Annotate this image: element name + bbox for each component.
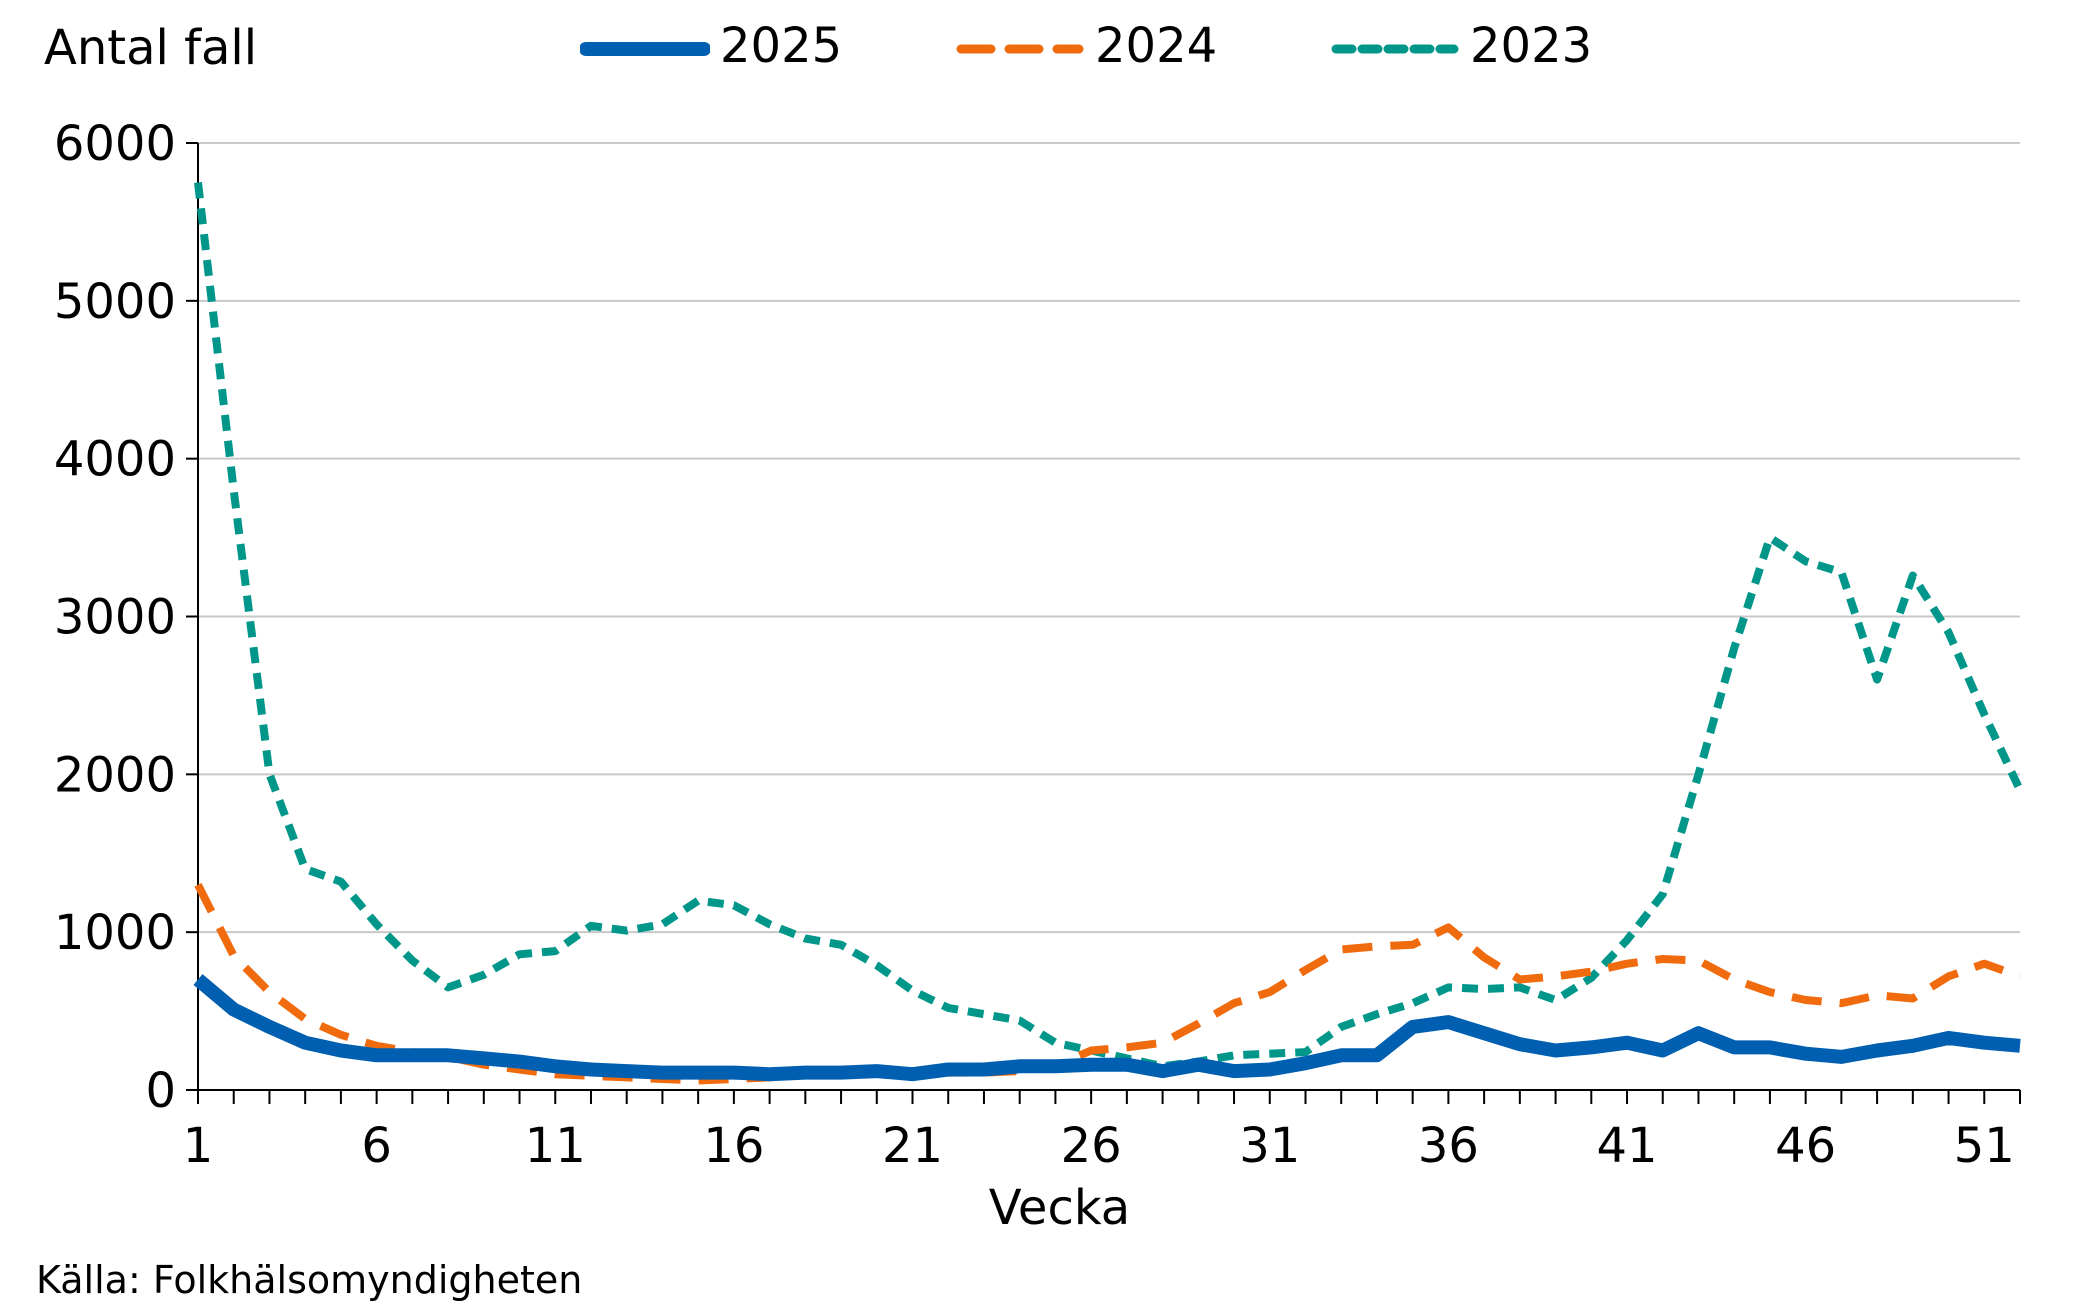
- legend-label-2023: 2023: [1470, 18, 1593, 74]
- legend-swatch-2025: [580, 42, 710, 56]
- y-tick-label-6000: 6000: [54, 116, 176, 172]
- y-tick-label-0: 0: [145, 1063, 176, 1119]
- series-line-2023: [194, 182, 2024, 1071]
- x-tick-label-1: 1: [183, 1118, 214, 1174]
- y-tick-label-1000: 1000: [54, 905, 176, 961]
- legend-label-2025: 2025: [720, 18, 843, 74]
- series-line-2024: [194, 883, 2022, 1085]
- gridlines: [198, 142, 2020, 934]
- legend-label-2024: 2024: [1095, 18, 1218, 74]
- y-axis-label: Antal fall: [44, 20, 258, 76]
- x-tick-label-11: 11: [525, 1118, 586, 1174]
- x-axis-label: Vecka: [988, 1180, 1131, 1236]
- series-lines: [193, 182, 2024, 1085]
- x-tick-label-6: 6: [361, 1118, 392, 1174]
- x-tick-labels: 1 6 11 16 21 26 31 36 41 46 51: [183, 1118, 2015, 1174]
- y-tick-label-4000: 4000: [54, 432, 176, 488]
- y-tick-label-2000: 2000: [54, 747, 176, 803]
- source-note: Källa: Folkhälsomyndigheten: [36, 1258, 583, 1302]
- x-tick-label-31: 31: [1239, 1118, 1300, 1174]
- legend-swatch-2023: [1331, 44, 1459, 54]
- y-tick-label-5000: 5000: [54, 274, 176, 330]
- x-tick-label-26: 26: [1061, 1118, 1122, 1174]
- axes: [186, 142, 2021, 1104]
- x-tick-label-36: 36: [1418, 1118, 1479, 1174]
- legend-swatch-2024: [956, 44, 1084, 54]
- x-tick-label-51: 51: [1954, 1118, 2015, 1174]
- x-tick-label-41: 41: [1596, 1118, 1657, 1174]
- x-tick-label-46: 46: [1775, 1118, 1836, 1174]
- x-tick-label-16: 16: [703, 1118, 764, 1174]
- series-line-2025: [193, 974, 2021, 1082]
- y-tick-label-3000: 3000: [54, 590, 176, 646]
- y-tick-labels: 0 1000 2000 3000 4000 5000 6000: [54, 116, 176, 1119]
- x-tick-label-21: 21: [882, 1118, 943, 1174]
